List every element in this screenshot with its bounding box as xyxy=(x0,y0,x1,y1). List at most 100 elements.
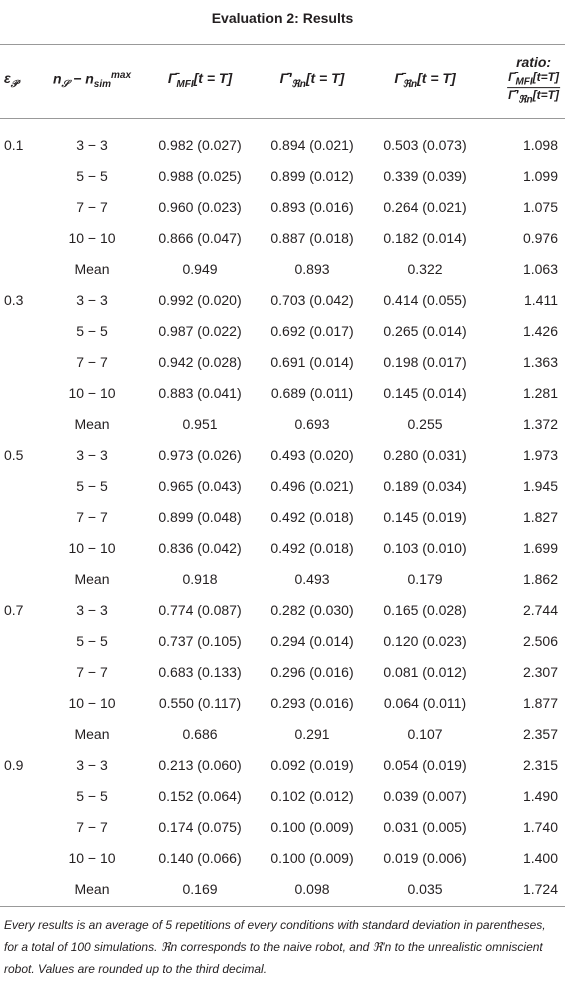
cell: 10 − 10 xyxy=(68,540,116,556)
cell: 0.887 (0.018) xyxy=(270,230,354,246)
cell: 0.414 (0.055) xyxy=(383,292,467,308)
cell: 0.493 xyxy=(294,571,330,587)
header-part: [t=T] xyxy=(532,88,559,103)
cell: 0.039 (0.007) xyxy=(383,788,467,804)
cell: 0.092 (0.019) xyxy=(270,757,354,773)
cell: 10 − 10 xyxy=(68,695,116,711)
cell: 2.307 xyxy=(522,664,558,680)
cell: 0.213 (0.060) xyxy=(158,757,242,773)
cell: 0.496 (0.021) xyxy=(270,478,354,494)
cell: 7 − 7 xyxy=(76,509,108,525)
rule xyxy=(0,906,565,907)
column-header: Γ̄′ℜn[t = T] xyxy=(280,70,345,90)
cell: 0.100 (0.009) xyxy=(270,819,354,835)
cell: 0.550 (0.117) xyxy=(158,695,242,711)
cell: 2.744 xyxy=(522,602,558,618)
column-header: n𝒮 − nsimmax xyxy=(53,70,131,90)
group-label: 0.1 xyxy=(4,137,24,153)
denominator: Γ̄′ℜn[t=T] xyxy=(507,89,560,106)
cell: 0.973 (0.026) xyxy=(158,447,242,463)
header-part: [t = T] xyxy=(417,70,456,87)
cell: 0.152 (0.064) xyxy=(158,788,242,804)
header-part: MFI xyxy=(176,78,194,90)
group-label: 0.5 xyxy=(4,447,24,463)
cell: 0.982 (0.027) xyxy=(158,137,242,153)
cell: 0.492 (0.018) xyxy=(270,540,354,556)
cell: 1.372 xyxy=(522,416,558,432)
cell: 0.102 (0.012) xyxy=(270,788,354,804)
cell: 0.899 (0.048) xyxy=(158,509,242,525)
header-part: n xyxy=(52,70,62,87)
cell: 0.140 (0.066) xyxy=(158,850,242,866)
cell: 7 − 7 xyxy=(76,819,108,835)
cell: Mean xyxy=(74,261,110,277)
rule xyxy=(0,44,565,45)
cell: 1.945 xyxy=(522,478,558,494)
header-part: Γ̄ xyxy=(394,70,403,87)
cell: Mean xyxy=(74,881,110,897)
cell: 0.145 (0.019) xyxy=(383,509,467,525)
cell: 0.293 (0.016) xyxy=(270,695,354,711)
cell: 1.075 xyxy=(522,199,558,215)
cell: Mean xyxy=(74,416,110,432)
cell: 0.942 (0.028) xyxy=(158,354,242,370)
cell: 0.189 (0.034) xyxy=(383,478,467,494)
cell: 0.035 xyxy=(407,881,443,897)
cell: 0.866 (0.047) xyxy=(158,230,242,246)
cell: 0.165 (0.028) xyxy=(383,602,467,618)
cell: 0.836 (0.042) xyxy=(158,540,242,556)
cell: 0.492 (0.018) xyxy=(270,509,354,525)
fraction: Γ̄MFI[t=T] Γ̄′ℜn[t=T] xyxy=(507,70,560,106)
cell: 1.281 xyxy=(522,385,558,401)
cell: 0.949 xyxy=(182,261,218,277)
cell: 1.363 xyxy=(522,354,558,370)
header-part: ε xyxy=(4,70,11,87)
cell: 0.198 (0.017) xyxy=(383,354,467,370)
cell: 0.107 xyxy=(407,726,443,742)
cell: 0.174 (0.075) xyxy=(158,819,242,835)
cell: 0.987 (0.022) xyxy=(158,323,242,339)
cell: 0.883 (0.041) xyxy=(158,385,242,401)
cell: 1.098 xyxy=(522,137,558,153)
cell: 0.296 (0.016) xyxy=(270,664,354,680)
cell: 0.169 xyxy=(182,881,218,897)
cell: 0.182 (0.014) xyxy=(383,230,467,246)
cell: 5 − 5 xyxy=(76,478,108,494)
header-part: ℜn xyxy=(518,94,533,106)
header-part: ℜn xyxy=(291,78,306,90)
cell: 0.951 xyxy=(182,416,218,432)
cell: 10 − 10 xyxy=(68,850,116,866)
header-part: Γ̄′ xyxy=(279,70,292,87)
column-header: Γ̄MFI[t = T] xyxy=(168,70,232,90)
cell: 3 − 3 xyxy=(76,447,108,463)
cell: 10 − 10 xyxy=(68,230,116,246)
cell: 2.357 xyxy=(522,726,558,742)
header-part: MFI xyxy=(515,76,533,88)
cell: 0.264 (0.021) xyxy=(383,199,467,215)
column-header: ε𝒫 xyxy=(4,70,18,90)
cell: 0.976 xyxy=(522,230,558,246)
cell: 0.322 xyxy=(407,261,443,277)
cell: 0.965 (0.043) xyxy=(158,478,242,494)
cell: 0.120 (0.023) xyxy=(383,633,467,649)
cell: 0.255 xyxy=(407,416,443,432)
cell: 0.103 (0.010) xyxy=(383,540,467,556)
cell: 0.693 xyxy=(294,416,330,432)
group-label: 0.3 xyxy=(4,292,24,308)
cell: 0.280 (0.031) xyxy=(383,447,467,463)
cell: 0.686 xyxy=(182,726,218,742)
cell: 0.493 (0.020) xyxy=(270,447,354,463)
footnote: Every results is an average of 5 repetit… xyxy=(4,918,546,976)
cell: 0.737 (0.105) xyxy=(158,633,242,649)
cell: 0.031 (0.005) xyxy=(383,819,467,835)
cell: 0.064 (0.011) xyxy=(383,695,467,711)
cell: 0.893 (0.016) xyxy=(270,199,354,215)
cell: 1.862 xyxy=(522,571,558,587)
cell: 0.339 (0.039) xyxy=(383,168,467,184)
cell: 7 − 7 xyxy=(76,354,108,370)
cell: 3 − 3 xyxy=(76,757,108,773)
cell: 2.506 xyxy=(522,633,558,649)
cell: 7 − 7 xyxy=(76,199,108,215)
cell: 3 − 3 xyxy=(76,602,108,618)
